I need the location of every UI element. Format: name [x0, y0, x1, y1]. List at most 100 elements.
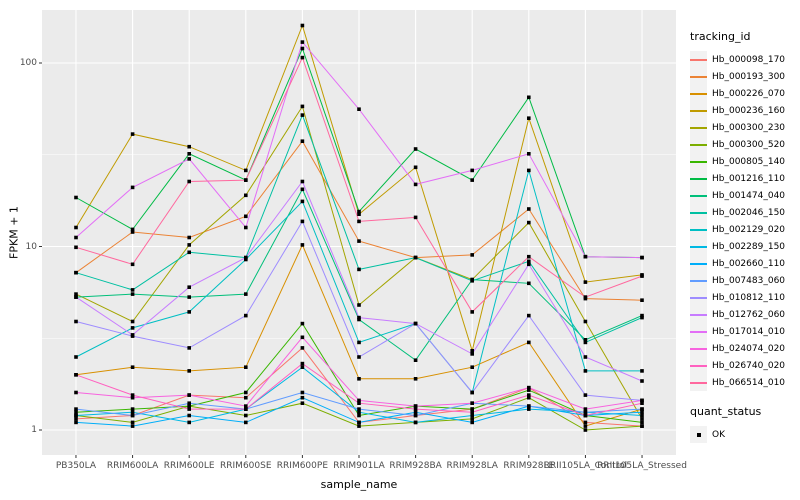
legend-label: Hb_000236_160: [712, 105, 786, 116]
legend-line-icon: [690, 229, 707, 231]
data-point-marker: [244, 404, 248, 408]
data-point-marker: [357, 413, 361, 418]
data-point-marker: [187, 250, 191, 255]
data-point-marker: [244, 193, 248, 198]
legend-item-Hb_001474_040: Hb_001474_040: [690, 187, 798, 204]
data-point-marker: [187, 404, 191, 408]
legend-line-icon: [690, 246, 707, 248]
legend-key: [690, 426, 707, 443]
data-point-marker: [74, 270, 78, 275]
data-point-marker: [130, 424, 135, 428]
x-tick-label: RRIM928LA: [446, 461, 498, 471]
data-point-marker: [413, 147, 418, 151]
data-point-marker: [74, 292, 78, 296]
data-point-marker: [527, 262, 531, 267]
legend-key-swatch: [690, 102, 707, 119]
legend: tracking_id Hb_000098_170 Hb_000193_300 Hb…: [690, 30, 798, 443]
x-tick-label: RRII105LA_Stressed: [597, 461, 687, 471]
legend-key-swatch: [690, 374, 707, 391]
legend-line-icon: [690, 59, 707, 61]
data-point-marker: [357, 219, 361, 224]
data-point-marker: [244, 255, 248, 260]
legend-item-Hb_002129_020: Hb_002129_020: [690, 221, 798, 238]
data-point-marker: [244, 365, 248, 369]
data-point-marker: [640, 379, 644, 383]
data-point-marker: [74, 245, 78, 250]
data-point-marker: [640, 398, 644, 403]
data-point-marker: [130, 326, 135, 330]
data-point-marker: [583, 428, 588, 432]
legend-line-icon: [690, 331, 707, 333]
legend-label: Hb_001216_110: [712, 173, 786, 184]
data-point-marker: [130, 410, 135, 414]
legend-label: Hb_066514_010: [712, 377, 786, 388]
legend-item-Hb_002046_150: Hb_002046_150: [690, 204, 798, 221]
data-point-marker: [640, 315, 644, 320]
legend-line-icon: [690, 110, 707, 112]
legend-label: Hb_002289_150: [712, 241, 786, 252]
data-point-marker: [244, 390, 248, 395]
x-tick-label: RRII105LA_Control: [543, 461, 628, 471]
data-point-marker: [74, 225, 78, 230]
y-tick-label: 100: [19, 58, 37, 68]
data-point-marker: [583, 420, 588, 425]
data-point-marker: [300, 401, 305, 405]
data-point-marker: [300, 395, 305, 400]
legend-item-Hb_002289_150: Hb_002289_150: [690, 238, 798, 255]
legend-line-icon: [690, 314, 707, 316]
legend-key-swatch: [690, 272, 707, 289]
black-square-point-icon: [697, 433, 701, 437]
data-point-marker: [244, 214, 248, 219]
data-point-marker: [130, 292, 135, 296]
legend-key-swatch: [690, 119, 707, 136]
data-point-marker: [357, 420, 361, 425]
data-point-marker: [187, 243, 191, 247]
data-point-marker: [244, 292, 248, 296]
data-point-marker: [244, 395, 248, 400]
data-point-marker: [244, 407, 248, 411]
data-point-marker: [583, 369, 588, 373]
data-point-marker: [74, 390, 78, 395]
data-point-marker: [187, 413, 191, 418]
legend-key-swatch: [690, 153, 707, 170]
data-point-marker: [300, 335, 305, 340]
data-point-marker: [357, 107, 361, 111]
legend-label: Hb_000098_170: [712, 54, 786, 65]
data-point-marker: [470, 253, 474, 257]
legend-label: Hb_002046_150: [712, 207, 786, 218]
data-point-marker: [527, 152, 531, 156]
legend-label: Hb_000300_520: [712, 139, 786, 150]
legend-line-icon: [690, 212, 707, 214]
data-point-marker: [300, 243, 305, 247]
legend-item-Hb_026740_020: Hb_026740_020: [690, 357, 798, 374]
data-point-marker: [527, 404, 531, 408]
data-point-marker: [300, 179, 305, 184]
legend-line-icon: [690, 382, 707, 384]
data-point-marker: [357, 340, 361, 345]
legend-line-icon: [690, 195, 707, 197]
legend-item-Hb_000300_520: Hb_000300_520: [690, 136, 798, 153]
data-point-marker: [527, 116, 531, 120]
legend-key-swatch: [690, 323, 707, 340]
data-point-marker: [187, 295, 191, 299]
data-point-marker: [300, 46, 305, 51]
data-point-marker: [130, 185, 135, 190]
data-point-marker: [527, 95, 531, 100]
data-point-marker: [413, 404, 418, 408]
legend-item-Hb_000236_160: Hb_000236_160: [690, 102, 798, 119]
data-point-marker: [244, 313, 248, 318]
data-point-marker: [470, 390, 474, 395]
legend-key-swatch: [690, 51, 707, 68]
data-point-marker: [300, 390, 305, 395]
data-point-marker: [130, 407, 135, 411]
data-point-marker: [74, 295, 78, 299]
data-point-marker: [357, 303, 361, 307]
y-axis-title: FPKM + 1: [7, 206, 21, 259]
data-point-marker: [187, 346, 191, 350]
legend-item-Hb_012762_060: Hb_012762_060: [690, 306, 798, 323]
legend-label: Hb_000300_230: [712, 122, 786, 133]
y-tick-label: 10: [25, 241, 37, 252]
legend-label: Hb_012762_060: [712, 309, 786, 320]
